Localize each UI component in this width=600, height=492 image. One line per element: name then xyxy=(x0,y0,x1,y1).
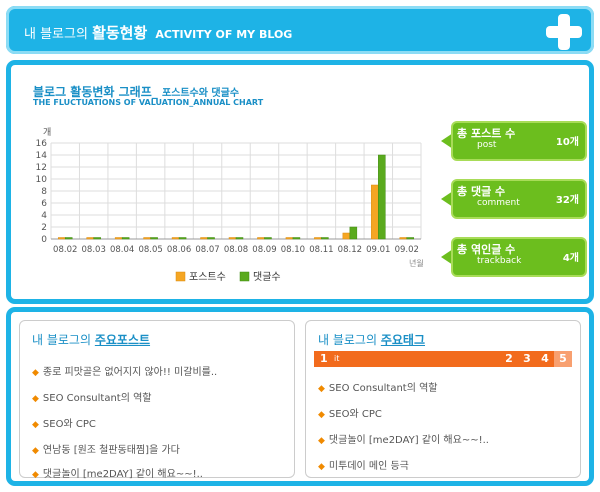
bar-post xyxy=(314,237,322,240)
graph-panel: 블로그 활동변화 그래프_ 포스트수와 댓글수 THE FLUCTUATIONS… xyxy=(6,60,594,304)
tag-rank-3[interactable]: 3 xyxy=(518,351,536,367)
posts-card: 내 블로그의 주요포스트 ◆ 종로 피맛골은 없어지지 않아!! 미갈비를.. ◆… xyxy=(19,320,295,480)
x-tick-label: 08.06 xyxy=(167,245,191,255)
x-tick-label: 08.02 xyxy=(53,245,77,255)
x-axis-unit: 년월 xyxy=(409,258,424,268)
x-tick-label: 08.05 xyxy=(138,245,162,255)
post-item[interactable]: ◆ 연남동 [원조 철판동태찜]을 가다 xyxy=(32,445,180,456)
tag-rank-2[interactable]: 2 xyxy=(500,351,518,367)
y-tick-label: 8 xyxy=(41,187,47,197)
bar-post xyxy=(171,237,180,240)
post-item[interactable]: ◆ SEO Consultant의 역할 xyxy=(32,393,152,404)
header-bar: 내 블로그의 활동현황 ACTIVITY OF MY BLOG xyxy=(6,6,594,54)
tag-rank-4[interactable]: 4 xyxy=(536,351,554,367)
bar-comment xyxy=(64,237,73,240)
x-tick-label: 09.02 xyxy=(395,245,419,255)
tags-title: 내 블로그의 주요태그 xyxy=(318,333,426,347)
posts-title: 내 블로그의 주요포스트 xyxy=(32,333,151,347)
x-tick-label: 08.04 xyxy=(110,245,134,255)
post-item[interactable]: ◆ 댓글놀이 [me2DAY] 같이 해요~~!.. xyxy=(32,469,203,480)
y-tick-label: 0 xyxy=(41,235,47,245)
legend-swatch xyxy=(239,271,250,282)
x-tick-label: 08.10 xyxy=(281,245,305,255)
y-tick-label: 14 xyxy=(36,151,48,161)
x-tick-label: 08.03 xyxy=(82,245,106,255)
stat-trackbacks: 총 엮인글 수 trackback 4개 xyxy=(439,237,587,277)
graph-subtitle: THE FLUCTUATIONS OF VALUATION_ANNUAL CHA… xyxy=(33,98,264,107)
x-tick-label: 08.08 xyxy=(224,245,248,255)
bar-post xyxy=(285,237,294,240)
legend-swatch xyxy=(175,271,186,282)
bar-post xyxy=(143,237,151,240)
bar-post xyxy=(342,232,351,240)
header-title-prefix: 내 블로그의 xyxy=(24,27,88,42)
plus-icon[interactable] xyxy=(546,14,582,50)
header-title-en: ACTIVITY OF MY BLOG xyxy=(155,28,293,41)
x-tick-label: 09.01 xyxy=(366,245,390,255)
y-tick-label: 10 xyxy=(36,175,48,185)
bar-post xyxy=(86,237,94,240)
bar-comment xyxy=(235,237,244,240)
y-tick-label: 16 xyxy=(36,139,48,149)
bar-comment xyxy=(378,154,386,240)
y-tick-label: 12 xyxy=(36,163,47,173)
bar-post xyxy=(399,237,408,240)
post-item[interactable]: ◆ 종로 피맛골은 없어지지 않아!! 미갈비를.. xyxy=(32,367,218,378)
top-tag-bar[interactable]: 1 it 2 3 4 5 xyxy=(314,351,572,367)
bar-comment xyxy=(264,237,272,240)
tags-card: 내 블로그의 주요태그 1 it 2 3 4 5 ◆ SEO Consultant… xyxy=(305,320,581,478)
x-tick-label: 08.12 xyxy=(338,245,362,255)
bar-comment xyxy=(292,237,301,240)
x-tick-label: 08.11 xyxy=(309,245,333,255)
tag-post-item[interactable]: ◆ 미투데이 메인 등극 xyxy=(318,461,409,472)
tag-rank-5[interactable]: 5 xyxy=(554,351,572,367)
y-tick-label: 6 xyxy=(41,199,47,209)
legend-label: 포스트수 xyxy=(189,271,226,283)
bar-post xyxy=(257,237,265,240)
bar-comment xyxy=(150,237,158,240)
legend-label: 댓글수 xyxy=(253,271,281,283)
bar-comment xyxy=(349,226,358,240)
tag-post-item[interactable]: ◆ SEO Consultant의 역할 xyxy=(318,383,438,394)
y-tick-label: 2 xyxy=(41,223,47,233)
tag-post-item[interactable]: ◆ SEO와 CPC xyxy=(318,409,382,420)
bar-post xyxy=(228,237,237,240)
activity-chart: 개 0 2 4 6 8 10 12 14 16 08.02 08.03 08.04 08.05 08.06 0… xyxy=(36,127,424,283)
y-tick-label: 4 xyxy=(41,211,47,221)
bar-comment xyxy=(178,237,187,240)
bar-post xyxy=(114,237,123,240)
bar-comment xyxy=(406,237,415,240)
graph-title: 블로그 활동변화 그래프_ 포스트수와 댓글수 xyxy=(33,85,240,99)
stat-posts: 총 포스트 수 post 10개 xyxy=(439,121,587,161)
bottom-panel: 내 블로그의 주요포스트 ◆ 종로 피맛골은 없어지지 않아!! 미갈비를.. ◆… xyxy=(6,307,594,486)
bar-comment xyxy=(93,237,101,240)
tag-post-item[interactable]: ◆ 댓글놀이 [me2DAY] 같이 해요~~!.. xyxy=(318,435,489,446)
x-tick-label: 08.07 xyxy=(195,245,219,255)
header-title-main: 활동현황 xyxy=(92,24,148,42)
x-tick-label: 08.09 xyxy=(252,245,276,255)
header-title: 내 블로그의 활동현황 ACTIVITY OF MY BLOG xyxy=(24,22,292,43)
post-item[interactable]: ◆ SEO와 CPC xyxy=(32,419,96,430)
y-axis-label: 개 xyxy=(43,127,51,138)
bar-comment xyxy=(321,237,329,240)
bar-post xyxy=(57,237,66,240)
bar-post xyxy=(371,184,379,240)
bar-comment xyxy=(121,237,130,240)
bar-post xyxy=(200,237,208,240)
stat-comments: 총 댓글 수 comment 32개 xyxy=(439,179,587,219)
bar-comment xyxy=(207,237,215,240)
